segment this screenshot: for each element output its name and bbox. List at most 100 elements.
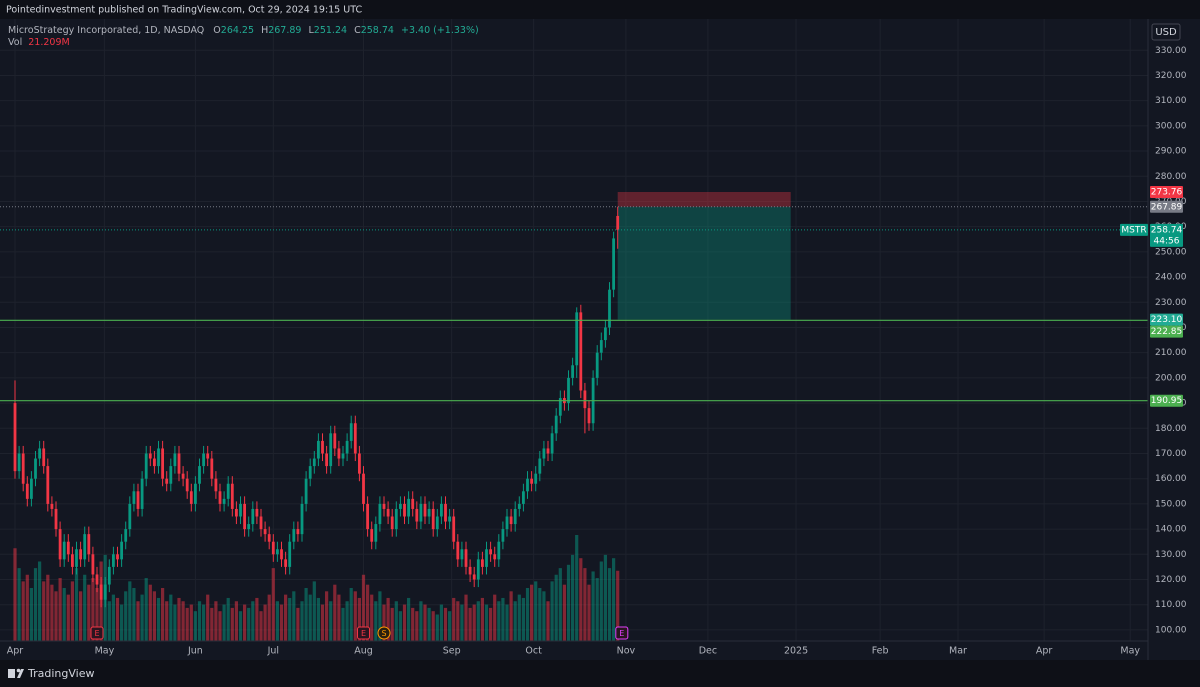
candle-body <box>206 453 210 459</box>
candle-body <box>116 554 119 560</box>
x-tick-label: Apr <box>7 646 24 657</box>
candle-body <box>210 458 214 479</box>
volume-bar <box>304 588 308 641</box>
candle-body <box>17 453 21 472</box>
candle-body <box>358 453 361 474</box>
candle-body <box>509 516 513 525</box>
volume-bar <box>255 597 259 641</box>
volume-bar <box>407 597 411 641</box>
event-badge[interactable] <box>90 626 104 640</box>
volume-bar <box>361 574 366 641</box>
event-badge[interactable] <box>377 626 391 640</box>
volume-bar <box>152 591 157 641</box>
candle-body <box>362 473 365 504</box>
volume-bar <box>419 601 423 641</box>
volume-title: Vol <box>8 37 22 48</box>
volume-bar <box>226 597 230 641</box>
candle-body <box>189 491 193 504</box>
volume-bar <box>390 607 394 641</box>
volume-bar <box>320 604 325 641</box>
volume-bar <box>161 588 165 641</box>
y-tick-label: 180.00 <box>1155 424 1187 434</box>
candle-body <box>407 498 411 517</box>
event-label[interactable]: E <box>361 629 366 638</box>
candle-body <box>505 516 509 530</box>
stop-zone <box>617 191 791 207</box>
candle-body <box>25 483 29 499</box>
y-tick-label: 280.00 <box>1155 172 1187 182</box>
volume-bar <box>476 601 480 641</box>
candle-body <box>604 327 607 341</box>
candle-body <box>202 453 206 467</box>
volume-bar <box>489 607 493 641</box>
candle-body <box>66 541 70 555</box>
volume-bar <box>120 604 124 641</box>
volume-bar <box>517 594 521 641</box>
candle-body <box>460 549 464 560</box>
y-tick-label: 210.00 <box>1155 348 1187 358</box>
candle-body <box>444 503 447 522</box>
volume-bar <box>378 591 382 641</box>
event-badge[interactable] <box>357 626 371 640</box>
price-label-bg <box>1150 394 1183 407</box>
volume-bar <box>243 604 247 641</box>
volume-bar <box>296 607 300 641</box>
event-label[interactable]: S <box>381 629 386 638</box>
volume-bar <box>558 568 562 641</box>
volume-bar <box>513 601 517 641</box>
volume-bar <box>279 604 284 641</box>
candle-body <box>21 453 25 484</box>
candle-body <box>464 549 468 567</box>
volume-bar <box>17 568 21 641</box>
currency[interactable]: USD <box>1155 27 1177 38</box>
ohlc-value: 258.74 <box>361 25 394 36</box>
volume-bar <box>575 535 579 641</box>
volume-bar <box>284 594 288 641</box>
candle-body <box>415 508 419 522</box>
current-price: 258.74 <box>1151 225 1183 235</box>
volume-value: 21.209M <box>28 37 69 48</box>
y-tick-label: 170.00 <box>1155 449 1187 459</box>
volume-bar <box>484 604 489 641</box>
event-label[interactable]: E <box>94 629 99 638</box>
x-tick-label: Feb <box>872 646 889 657</box>
candle-body <box>321 440 324 454</box>
volume-bar <box>62 588 66 641</box>
candle-body <box>386 508 390 517</box>
volume-bar <box>366 584 370 641</box>
volume-layer <box>13 535 620 641</box>
candle-body <box>558 398 562 416</box>
volume-bar <box>238 611 243 641</box>
volume-bar <box>579 558 583 641</box>
candle-body <box>472 574 476 580</box>
volume-bar <box>472 604 476 641</box>
volume-bar <box>87 584 91 641</box>
candle-body <box>325 453 329 467</box>
candle-body <box>423 503 427 517</box>
candle-body <box>550 433 554 454</box>
volume-bar <box>435 614 439 641</box>
volume-bar <box>583 568 587 641</box>
candle-body <box>394 508 398 530</box>
candle-body <box>99 584 103 600</box>
candle-body <box>214 478 218 492</box>
target-zone <box>617 206 791 320</box>
currency-box[interactable] <box>1151 23 1181 41</box>
x-tick-label: 2025 <box>784 646 808 657</box>
candle-body <box>374 524 378 542</box>
y-tick-label: 310.00 <box>1155 96 1187 106</box>
event-label[interactable]: E <box>619 629 624 638</box>
price-label-bg <box>1150 185 1183 198</box>
candle-body <box>38 448 42 459</box>
candle-body <box>198 466 201 484</box>
brand-logo <box>8 668 24 678</box>
symbol-label: MSTR <box>1121 225 1146 235</box>
candle-body <box>522 491 525 504</box>
volume-bar <box>111 594 116 641</box>
candle-body <box>567 377 570 404</box>
volume-bar <box>493 594 497 641</box>
position-layer <box>617 191 791 320</box>
event-badge[interactable] <box>615 626 629 640</box>
candle-body <box>353 423 357 454</box>
volume-bar <box>267 594 271 641</box>
